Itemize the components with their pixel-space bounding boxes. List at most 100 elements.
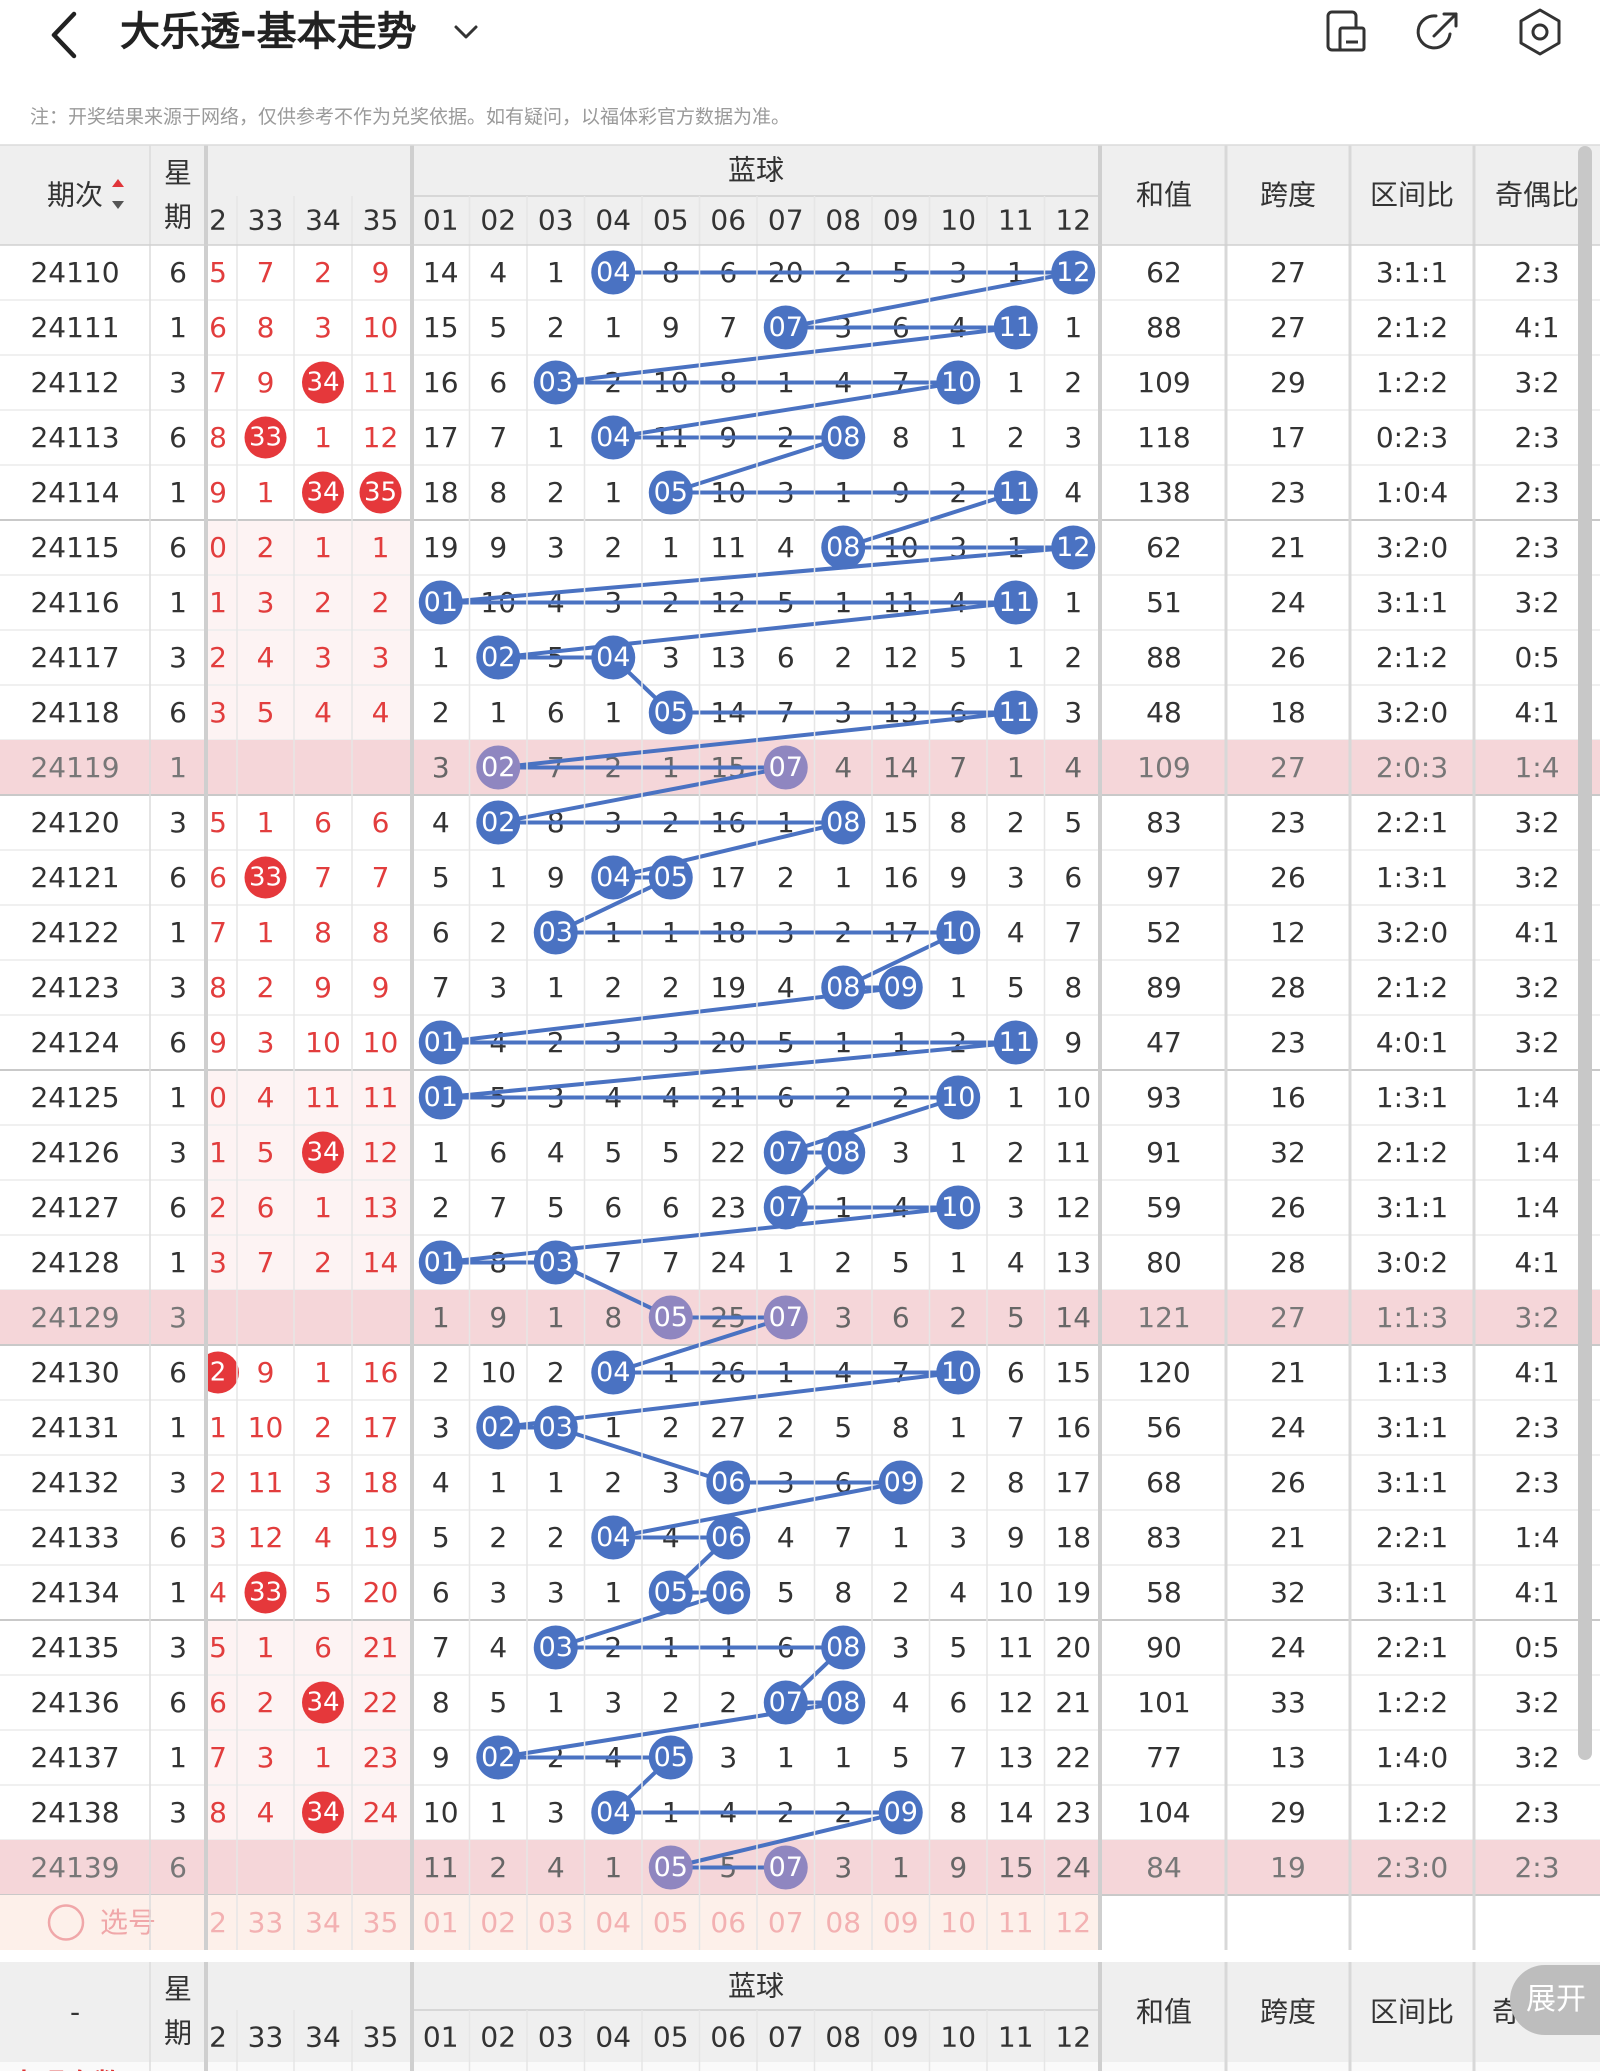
front-miss-count: 21 bbox=[363, 1631, 399, 1664]
stat-oddeven: 1:4 bbox=[1514, 1521, 1559, 1554]
blue-miss-count: 1 bbox=[547, 421, 565, 454]
blue-miss-count: 1 bbox=[834, 1741, 852, 1774]
scrollbar[interactable] bbox=[1578, 146, 1592, 1760]
select-radio-icon[interactable] bbox=[47, 1904, 85, 1941]
back-arrow-icon[interactable] bbox=[40, 6, 88, 64]
stats-blue-header: 03 bbox=[538, 2021, 574, 2054]
front-miss-count: 4 bbox=[257, 1796, 275, 1829]
stats-week: 期 bbox=[164, 2017, 192, 2050]
header-blue-group: 蓝球 bbox=[728, 154, 784, 187]
blue-miss-count: 2 bbox=[432, 696, 450, 729]
weekday: 6 bbox=[169, 1851, 187, 1884]
blue-ball-number: 09 bbox=[884, 1797, 918, 1828]
sort-icon[interactable] bbox=[112, 179, 124, 209]
blue-ball-number: 01 bbox=[424, 587, 458, 618]
blue-miss-count: 4 bbox=[892, 1686, 910, 1719]
select-blue-number[interactable]: 05 bbox=[653, 1906, 689, 1939]
issue-number: 24111 bbox=[30, 311, 119, 344]
front-miss-count: 11 bbox=[305, 1081, 341, 1114]
blue-miss-count: 5 bbox=[777, 1576, 795, 1609]
stat-sum: 59 bbox=[1146, 1191, 1182, 1224]
select-label[interactable]: 选号 bbox=[100, 1906, 156, 1939]
blue-ball-number: 05 bbox=[654, 1302, 688, 1333]
blue-miss-count: 13 bbox=[710, 641, 746, 674]
select-blue-number[interactable]: 11 bbox=[998, 1906, 1034, 1939]
stats-sum: 和值 bbox=[1136, 1996, 1192, 2029]
select-blue-number[interactable]: 08 bbox=[825, 1906, 861, 1939]
front-miss-count: 1 bbox=[257, 476, 275, 509]
issue-number: 24131 bbox=[30, 1411, 119, 1444]
blue-miss-count: 1 bbox=[949, 1246, 967, 1279]
select-front-number[interactable]: 34 bbox=[305, 1906, 341, 1939]
select-blue-number[interactable]: 02 bbox=[480, 1906, 516, 1939]
stat-sum: 80 bbox=[1146, 1246, 1182, 1279]
header-issue[interactable]: 期次 bbox=[47, 179, 103, 212]
issue-number: 24124 bbox=[30, 1026, 119, 1059]
stat-span: 13 bbox=[1270, 1741, 1306, 1774]
blue-miss-count: 2 bbox=[949, 1301, 967, 1334]
blue-miss-count: 9 bbox=[489, 1301, 507, 1334]
front-miss-count: 3 bbox=[209, 1521, 227, 1554]
header-blue: 09 bbox=[883, 204, 919, 237]
stats-blue-header: 08 bbox=[825, 2021, 861, 2054]
blue-miss-count: 2 bbox=[1007, 1136, 1025, 1169]
blue-miss-count: 13 bbox=[998, 1741, 1034, 1774]
select-blue-number[interactable]: 04 bbox=[595, 1906, 631, 1939]
select-front-number[interactable]: 2 bbox=[209, 1906, 227, 1939]
blue-miss-count: 2 bbox=[777, 861, 795, 894]
stat-sum: 89 bbox=[1146, 971, 1182, 1004]
chevron-down-icon[interactable] bbox=[448, 14, 484, 50]
page-title[interactable]: 大乐透-基本走势 bbox=[120, 9, 417, 55]
front-miss-count: 1 bbox=[314, 1191, 332, 1224]
expand-button[interactable]: 展开 bbox=[1510, 1965, 1600, 2035]
select-front-number[interactable]: 35 bbox=[363, 1906, 399, 1939]
front-miss-count: 0 bbox=[209, 1081, 227, 1114]
select-blue-number[interactable]: 03 bbox=[538, 1906, 574, 1939]
blue-miss-count: 5 bbox=[949, 641, 967, 674]
front-miss-count: 5 bbox=[314, 1576, 332, 1609]
layout-icon[interactable] bbox=[1318, 4, 1374, 60]
issue-number: 24120 bbox=[30, 806, 119, 839]
issue-number: 24121 bbox=[30, 861, 119, 894]
stat-sum: 120 bbox=[1137, 1356, 1190, 1389]
stat-span: 16 bbox=[1270, 1081, 1306, 1114]
select-front-number[interactable]: 33 bbox=[248, 1906, 284, 1939]
weekday: 1 bbox=[169, 1741, 187, 1774]
stat-range: 3:1:1 bbox=[1376, 586, 1448, 619]
stat-span: 28 bbox=[1270, 1246, 1306, 1279]
header-blue: 08 bbox=[825, 204, 861, 237]
header-front: 2 bbox=[209, 204, 227, 237]
blue-miss-count: 2 bbox=[604, 531, 622, 564]
front-miss-count: 5 bbox=[209, 256, 227, 289]
blue-miss-count: 6 bbox=[547, 696, 565, 729]
blue-ball bbox=[821, 800, 866, 845]
select-blue-number[interactable]: 10 bbox=[940, 1906, 976, 1939]
blue-ball-number: 07 bbox=[769, 1137, 803, 1168]
blue-miss-count: 1 bbox=[547, 1686, 565, 1719]
red-ball-number: 33 bbox=[249, 863, 282, 893]
select-blue-number[interactable]: 01 bbox=[423, 1906, 459, 1939]
stat-oddeven: 3:2 bbox=[1514, 366, 1559, 399]
front-miss-count: 6 bbox=[314, 806, 332, 839]
blue-miss-count: 2 bbox=[662, 1411, 680, 1444]
share-icon[interactable] bbox=[1410, 4, 1466, 60]
blue-ball bbox=[821, 415, 866, 460]
select-blue-number[interactable]: 06 bbox=[710, 1906, 746, 1939]
blue-miss-count: 22 bbox=[710, 1136, 746, 1169]
header-front: 34 bbox=[305, 204, 341, 237]
header-sum: 和值 bbox=[1136, 179, 1192, 212]
select-blue-number[interactable]: 12 bbox=[1055, 1906, 1091, 1939]
select-blue-number[interactable]: 07 bbox=[768, 1906, 804, 1939]
stat-range: 4:0:1 bbox=[1376, 1026, 1448, 1059]
front-miss-count: 1 bbox=[314, 531, 332, 564]
settings-icon[interactable] bbox=[1512, 4, 1568, 60]
stat-span: 32 bbox=[1270, 1136, 1306, 1169]
select-blue-number[interactable]: 09 bbox=[883, 1906, 919, 1939]
stat-span: 23 bbox=[1270, 476, 1306, 509]
blue-miss-count: 8 bbox=[949, 1796, 967, 1829]
select-row[interactable] bbox=[0, 1895, 1102, 1950]
stats-blue-header: 10 bbox=[940, 2021, 976, 2054]
stat-range: 1:3:1 bbox=[1376, 1081, 1448, 1114]
blue-ball bbox=[533, 1240, 578, 1285]
blue-ball bbox=[591, 1790, 636, 1835]
